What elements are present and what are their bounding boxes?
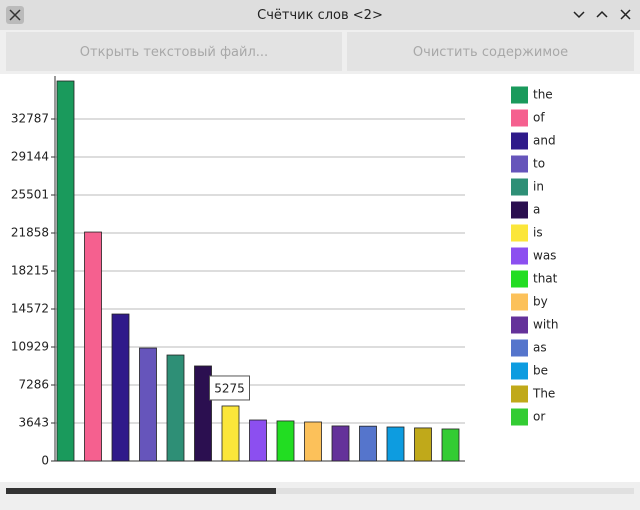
legend-swatch [511, 270, 528, 288]
bar [331, 425, 350, 462]
bar [194, 365, 212, 462]
y-tick-label: 21858 [11, 226, 49, 240]
legend-label: be [533, 364, 548, 378]
clear-button[interactable]: Очистить содержимое [347, 32, 634, 71]
bar [56, 80, 75, 462]
title-bar: Счётчик слов <2> [0, 0, 640, 30]
legend-swatch [511, 408, 528, 426]
legend-swatch [511, 293, 528, 311]
bar [221, 405, 240, 462]
window-title: Счётчик слов <2> [257, 8, 383, 23]
y-tick-label: 3643 [18, 416, 49, 430]
bar [414, 427, 432, 462]
legend-swatch [511, 339, 528, 357]
bar [441, 428, 460, 462]
legend-swatch [511, 155, 528, 173]
y-tick-label: 29144 [11, 150, 49, 164]
legend-swatch [511, 178, 528, 196]
legend-swatch [511, 132, 528, 150]
bar [249, 419, 267, 462]
bar [111, 313, 130, 462]
legend-label: was [533, 249, 556, 263]
tooltip-text: 5275 [214, 381, 245, 395]
legend-label: that [533, 272, 558, 286]
legend-label: in [533, 180, 544, 194]
legend-swatch [511, 86, 528, 104]
legend-swatch [511, 385, 528, 403]
legend-label: by [533, 295, 548, 309]
legend-swatch [511, 316, 528, 334]
legend-swatch [511, 109, 528, 127]
y-tick-label: 0 [41, 454, 49, 468]
title-icons [6, 6, 631, 24]
y-tick-label: 32787 [11, 112, 49, 126]
close-button[interactable] [620, 9, 631, 20]
tooltip-box [209, 375, 250, 401]
legend-label: the [533, 88, 553, 102]
legend-label: with [533, 318, 558, 332]
bar [386, 426, 405, 462]
y-tick-label: 10929 [11, 340, 49, 354]
app-icon-glyph [9, 9, 21, 21]
y-tick-label: 18215 [11, 264, 49, 278]
bar [84, 231, 102, 462]
legend-label: to [533, 157, 545, 171]
bar [359, 425, 377, 462]
y-tick-label: 14572 [11, 302, 49, 316]
legend-swatch [511, 362, 528, 380]
maximize-button[interactable] [596, 10, 608, 18]
chart-background [0, 74, 640, 482]
open-file-button[interactable]: Открыть текстовый файл... [6, 32, 342, 71]
bar [276, 420, 295, 462]
minimize-button[interactable] [573, 11, 585, 19]
legend-swatch [511, 201, 528, 219]
y-tick-label: 7286 [18, 378, 49, 392]
legend-label: is [533, 226, 543, 240]
bar [139, 347, 157, 462]
y-tick-label: 25501 [11, 188, 49, 202]
legend-label: The [532, 387, 555, 401]
legend-label: or [533, 410, 545, 424]
legend-label: of [533, 111, 545, 125]
scrollbar-track [6, 488, 634, 494]
bar [166, 354, 185, 462]
legend-label: a [533, 203, 540, 217]
bar [304, 421, 322, 462]
legend-label: and [533, 134, 556, 148]
legend-swatch [511, 247, 528, 265]
scrollbar-thumb [6, 488, 276, 494]
legend-label: as [533, 341, 547, 355]
legend-swatch [511, 224, 528, 242]
